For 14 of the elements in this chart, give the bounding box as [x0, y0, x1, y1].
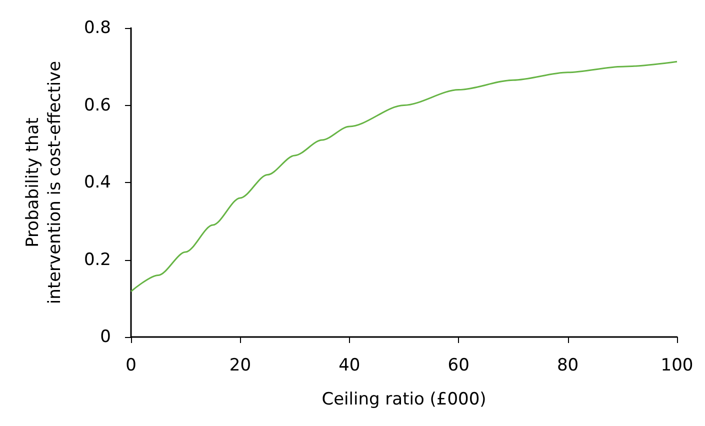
line-series: [130, 60, 678, 292]
x-tick-label: 40: [338, 356, 360, 376]
y-axis-title: Probability that intervention is cost-effective: [23, 60, 65, 304]
x-axis-title: Ceiling ratio (£000): [322, 390, 486, 410]
x-tick-label: 60: [448, 356, 470, 376]
x-tick-label: 0: [126, 356, 136, 376]
y-tick-label: 0: [100, 327, 111, 347]
y-tick-label: 0.2: [84, 250, 111, 270]
x-tick-label: 80: [556, 356, 579, 376]
y-tick-label: 0.4: [84, 172, 111, 192]
y-tick-label: 0.6: [84, 95, 111, 116]
y-tick-label: 0.8: [84, 18, 111, 38]
x-tick-label: 20: [229, 356, 252, 376]
x-tick-label: 100: [660, 356, 694, 376]
